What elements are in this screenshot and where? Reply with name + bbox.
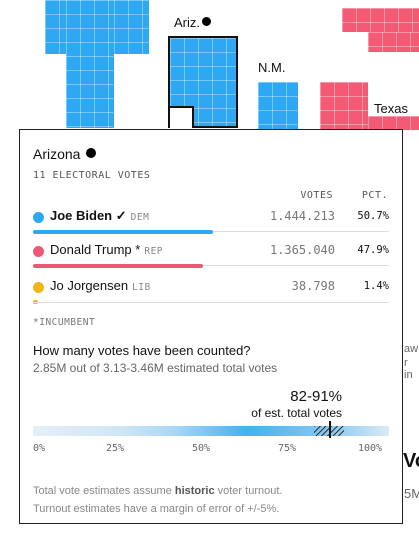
candidate-name: Joe Biden ✓ DEM bbox=[50, 208, 150, 223]
background-heading: Vo bbox=[403, 450, 419, 472]
divider bbox=[33, 302, 389, 303]
candidate-pct: 50.7% bbox=[357, 210, 389, 222]
counted-range-label: of est. total votes bbox=[251, 406, 342, 420]
map-state-tile[interactable] bbox=[66, 0, 114, 128]
party-dot-icon bbox=[33, 212, 44, 223]
map-notch bbox=[170, 106, 194, 128]
counted-marker bbox=[329, 421, 331, 438]
background-text: 5M bbox=[404, 486, 419, 501]
candidate-row-biden: Joe Biden ✓ DEM 1.444.213 50.7% bbox=[33, 208, 391, 242]
tick-label: 0% bbox=[33, 443, 46, 454]
map-state-tile[interactable] bbox=[368, 32, 419, 52]
candidate-votes: 1.365.040 bbox=[269, 243, 335, 257]
map-label-new-mexico: N.M. bbox=[258, 60, 286, 75]
party-dot-icon bbox=[33, 282, 44, 293]
candidate-row-jorgensen: Jo Jorgensen LIB 38.798 1.4% bbox=[33, 278, 391, 312]
candidate-name: Donald Trump * REP bbox=[50, 242, 164, 257]
counted-progress-bar bbox=[33, 421, 389, 438]
state-title: Arizona bbox=[33, 146, 97, 162]
background-text: r in bbox=[404, 357, 413, 381]
electoral-votes: 11 ELECTORAL VOTES bbox=[33, 170, 151, 181]
counted-detail: 2.85M out of 3.13-3.46M estimated total … bbox=[33, 361, 278, 375]
vote-share-bar bbox=[33, 230, 213, 234]
map-state-tile[interactable] bbox=[342, 8, 419, 32]
map-state-tile[interactable] bbox=[114, 0, 149, 54]
footnote: Total vote estimates assume historic vot… bbox=[33, 485, 283, 515]
tick-label: 100% bbox=[358, 443, 383, 454]
state-results-tooltip: Arizona 11 ELECTORAL VOTES VOTES PCT. Jo… bbox=[19, 129, 403, 524]
pct-column-header: PCT. bbox=[361, 190, 388, 201]
party-dot-icon bbox=[33, 246, 44, 257]
map-state-new-mexico[interactable] bbox=[258, 82, 298, 130]
candidate-name: Jo Jorgensen LIB bbox=[50, 278, 151, 293]
background-text: aw bbox=[404, 343, 419, 355]
candidate-row-trump: Donald Trump * REP 1.365.040 47.9% bbox=[33, 242, 391, 276]
counted-range: 82-91% bbox=[290, 388, 342, 405]
tick-label: 25% bbox=[106, 443, 125, 454]
dot-icon bbox=[86, 148, 97, 158]
candidate-pct: 1.4% bbox=[363, 280, 389, 292]
map-state-tile[interactable] bbox=[45, 0, 66, 54]
tick-label: 75% bbox=[278, 443, 297, 454]
candidate-votes: 38.798 bbox=[291, 279, 335, 293]
incumbent-note: *INCUMBENT bbox=[33, 317, 96, 328]
map-label-arizona: Ariz. bbox=[174, 15, 211, 30]
checkmark-icon: ✓ bbox=[115, 208, 127, 223]
tick-label: 50% bbox=[192, 443, 211, 454]
map-label-texas: Texas bbox=[374, 101, 408, 116]
candidate-votes: 1.444.213 bbox=[269, 209, 335, 223]
votes-column-header: VOTES bbox=[300, 190, 333, 201]
incumbent-asterisk: * bbox=[135, 242, 141, 257]
candidate-pct: 47.9% bbox=[357, 244, 389, 256]
vote-share-bar bbox=[33, 264, 203, 268]
map-state-texas[interactable] bbox=[320, 82, 368, 130]
counted-question: How many votes have been counted? bbox=[33, 343, 251, 358]
map-state-tile[interactable] bbox=[368, 116, 419, 130]
